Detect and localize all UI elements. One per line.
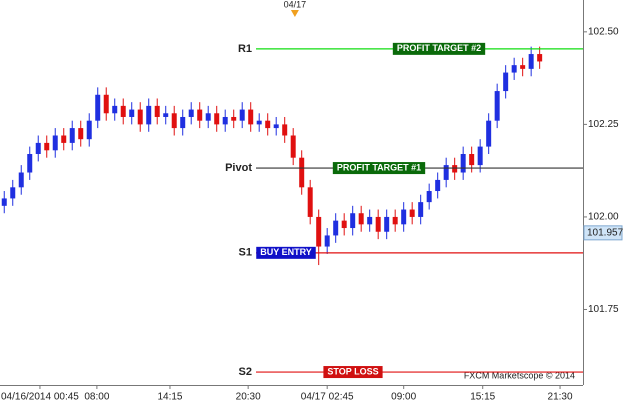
candle-body — [460, 154, 466, 173]
candle-body — [333, 220, 339, 236]
candle-body — [137, 109, 143, 125]
candle-body — [103, 94, 109, 114]
candle-body — [188, 109, 194, 117]
candle-body — [409, 209, 415, 217]
candle-body — [205, 113, 211, 121]
candle-body — [163, 113, 169, 117]
candle-body — [61, 135, 67, 143]
level-tag-box — [332, 162, 426, 175]
candle-body — [299, 157, 305, 188]
level-tag-text: PROFIT TARGET #1 — [337, 162, 421, 172]
candle-body — [129, 109, 135, 117]
candle-body — [324, 235, 330, 247]
candle-body — [248, 109, 254, 125]
candle-body — [171, 113, 177, 129]
candle-body — [350, 213, 356, 229]
candle-body — [239, 109, 245, 121]
candle-body — [78, 128, 84, 140]
level-tag-text: STOP LOSS — [327, 366, 378, 376]
last-price-label: 101.957 — [587, 227, 623, 238]
level-label: R1 — [238, 43, 252, 55]
y-tick-label: 102.50 — [588, 26, 619, 37]
candle-body — [197, 109, 203, 121]
level-tag: STOP LOSS — [323, 366, 383, 379]
candle-body — [316, 216, 322, 247]
level-tag: PROFIT TARGET #1 — [332, 162, 426, 175]
x-tick-label: 20:30 — [236, 392, 261, 403]
candle-body — [265, 120, 271, 129]
candle-body — [95, 94, 101, 121]
level-label: S1 — [239, 247, 252, 259]
candle-body — [528, 54, 534, 69]
candle-body — [520, 65, 526, 69]
candle-body — [486, 120, 492, 147]
candle-body — [273, 124, 279, 129]
plot-area — [0, 0, 583, 385]
candle-body — [18, 172, 24, 188]
candle-body — [401, 209, 407, 225]
y-tick-label: 102.00 — [588, 212, 619, 223]
candle-body — [27, 154, 33, 173]
level-tag: BUY ENTRY — [256, 246, 316, 259]
candle-body — [180, 116, 186, 129]
candle-body — [511, 65, 517, 73]
watermark: FXCM Marketscope © 2014 — [464, 370, 575, 380]
top-marker-label: 04/17 — [284, 0, 307, 9]
candle-body — [469, 154, 475, 166]
x-tick-label: 04/17 02:45 — [301, 392, 354, 403]
candle-body — [256, 120, 262, 125]
candle-body — [375, 216, 381, 232]
candle-body — [214, 113, 220, 125]
candle-body — [418, 202, 424, 217]
candle-body — [290, 135, 296, 158]
level-tag-box — [256, 246, 316, 259]
x-tick-label: 14:15 — [157, 392, 182, 403]
candle-body — [69, 128, 75, 143]
candle-body — [452, 165, 458, 173]
candle-body — [44, 142, 50, 151]
candle-body — [443, 165, 449, 180]
level-label: Pivot — [225, 162, 252, 174]
candle-body — [358, 213, 364, 225]
candle-body — [35, 142, 41, 154]
y-tick-label: 101.75 — [588, 304, 619, 315]
candle-body — [112, 105, 118, 114]
candle-body — [86, 120, 92, 140]
level-label: S2 — [239, 366, 252, 378]
last-price-box — [583, 225, 623, 241]
candle-body — [307, 187, 313, 217]
level-tag-box — [392, 42, 486, 55]
candle-body — [537, 54, 543, 62]
candle-body — [384, 216, 390, 232]
candle-body — [154, 105, 160, 117]
candle-body — [477, 146, 483, 166]
candle-body — [341, 220, 347, 229]
candle-body — [282, 124, 288, 136]
level-tag: PROFIT TARGET #2 — [392, 42, 486, 55]
candle-body — [503, 72, 509, 92]
level-tag-text: PROFIT TARGET #2 — [397, 43, 481, 53]
x-tick-label: 15:15 — [470, 392, 495, 403]
x-tick-label: 08:00 — [84, 392, 109, 403]
candle-body — [494, 91, 500, 121]
x-tick-label: 04/16/2014 00:45 — [1, 392, 79, 403]
x-tick-label: 21:30 — [548, 392, 573, 403]
candle-body — [426, 191, 432, 203]
top-marker — [290, 10, 299, 17]
candle-body — [435, 179, 441, 192]
candle-body — [120, 105, 126, 117]
candle-body — [367, 216, 373, 225]
x-tick-label: 09:00 — [391, 392, 416, 403]
y-tick-label: 102.25 — [588, 119, 619, 130]
candle-body — [146, 105, 152, 125]
candle-body — [10, 187, 16, 199]
candle-body — [222, 116, 228, 125]
level-tag-box — [323, 366, 383, 379]
level-tag-text: BUY ENTRY — [260, 247, 312, 257]
candle-body — [52, 135, 58, 151]
candle-body — [1, 198, 7, 206]
candle-body — [231, 116, 237, 121]
candle-body — [392, 216, 398, 225]
